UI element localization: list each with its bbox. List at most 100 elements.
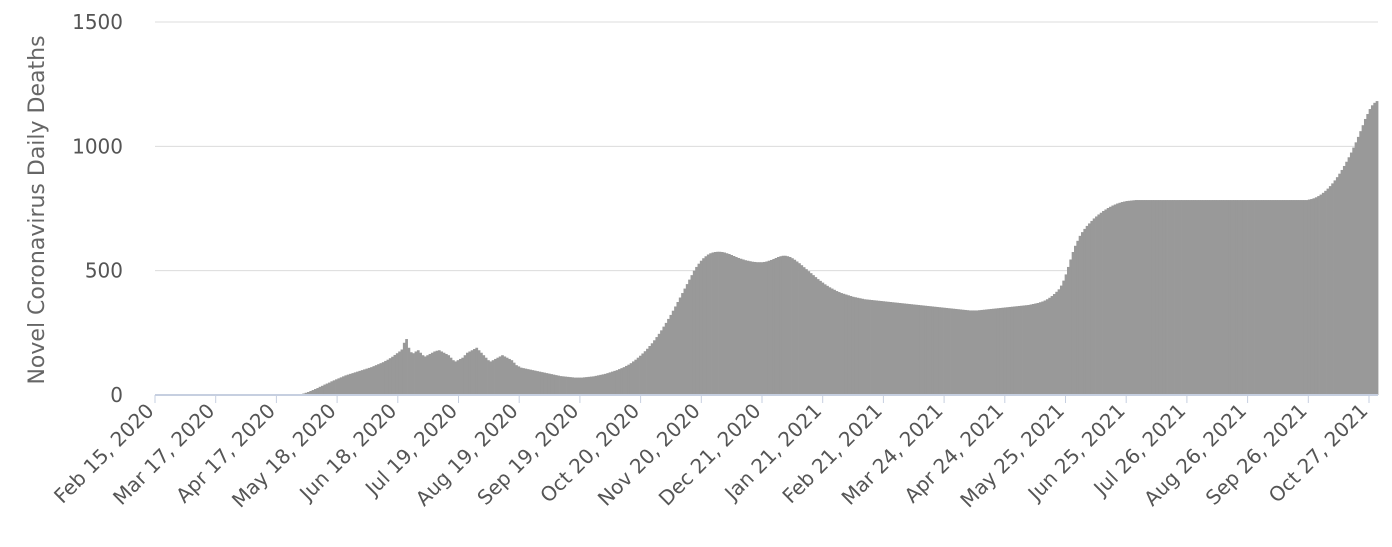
bar xyxy=(1345,161,1348,395)
bar xyxy=(589,376,593,395)
bar xyxy=(739,258,743,395)
bar xyxy=(444,353,448,395)
bar xyxy=(538,371,542,395)
bar xyxy=(762,261,766,395)
bar xyxy=(774,257,778,395)
bar xyxy=(1338,173,1341,395)
bar xyxy=(711,252,715,395)
bar xyxy=(1148,200,1152,395)
bar xyxy=(407,347,411,395)
bar xyxy=(1165,200,1168,395)
bar xyxy=(781,255,785,395)
bar xyxy=(1218,200,1222,395)
bar xyxy=(1240,200,1243,395)
bar xyxy=(557,375,560,395)
bar xyxy=(1233,200,1236,395)
bar xyxy=(879,301,883,395)
bar xyxy=(328,382,331,395)
bar xyxy=(959,309,963,395)
bar xyxy=(559,376,563,395)
bar xyxy=(1050,296,1054,395)
bar xyxy=(1207,200,1211,395)
bar xyxy=(999,307,1002,395)
bar xyxy=(875,300,878,395)
bar xyxy=(1370,105,1374,396)
bar xyxy=(610,371,614,395)
bar xyxy=(945,307,949,395)
bar xyxy=(772,258,776,395)
bar xyxy=(924,305,928,395)
bar xyxy=(603,373,607,395)
bar xyxy=(587,376,591,395)
bar xyxy=(957,309,960,395)
bar xyxy=(1043,300,1047,395)
bar xyxy=(900,303,904,395)
y-tick-labels: 0 500 1000 1500 xyxy=(72,10,123,407)
bar xyxy=(1092,218,1096,395)
bar xyxy=(882,301,885,395)
bar xyxy=(409,352,413,395)
bar xyxy=(1057,289,1061,395)
bar xyxy=(489,361,493,395)
bar xyxy=(1095,216,1098,395)
bar xyxy=(765,261,769,395)
bar xyxy=(1279,200,1283,395)
bar xyxy=(1328,186,1332,395)
bar xyxy=(613,370,617,395)
bar xyxy=(615,370,619,395)
bar xyxy=(1144,200,1147,395)
bar xyxy=(936,306,939,395)
bar xyxy=(1354,142,1358,395)
bar xyxy=(1326,188,1330,395)
bar xyxy=(1113,204,1117,395)
bar xyxy=(1291,200,1295,395)
bar xyxy=(1083,228,1087,395)
bar xyxy=(1172,200,1175,395)
bar xyxy=(737,257,741,395)
bar xyxy=(1223,200,1227,395)
bar xyxy=(1221,200,1225,395)
bar xyxy=(1209,200,1213,395)
bar xyxy=(1324,190,1327,395)
bar xyxy=(692,270,696,395)
bar xyxy=(1226,200,1229,395)
bar xyxy=(461,357,465,395)
bar xyxy=(807,271,811,395)
bar xyxy=(1265,200,1269,395)
bar xyxy=(1289,200,1292,395)
bar xyxy=(975,310,979,395)
bar xyxy=(842,293,846,395)
bar xyxy=(788,256,792,395)
bar xyxy=(311,390,315,395)
bar xyxy=(1045,299,1049,395)
bar xyxy=(1254,200,1257,395)
bar xyxy=(891,302,895,395)
bar xyxy=(1247,200,1250,395)
bar xyxy=(426,355,429,395)
bar xyxy=(466,352,469,395)
bar xyxy=(713,252,717,395)
bar xyxy=(940,307,944,395)
bar xyxy=(491,360,495,395)
bar xyxy=(1275,200,1278,395)
bar xyxy=(856,297,860,395)
bar xyxy=(662,326,666,395)
bar xyxy=(522,368,525,395)
bar xyxy=(1237,200,1241,395)
bar xyxy=(381,362,385,395)
bar xyxy=(346,374,350,395)
bar xyxy=(627,364,631,395)
bar xyxy=(1071,252,1075,395)
bar xyxy=(1242,200,1246,395)
bar xyxy=(1263,200,1267,395)
bar xyxy=(456,360,460,395)
bar xyxy=(550,374,553,395)
bar xyxy=(1102,210,1105,395)
bar xyxy=(400,349,404,395)
bar xyxy=(599,374,603,395)
bar xyxy=(1062,280,1066,395)
bar xyxy=(480,352,483,395)
bar xyxy=(533,370,537,395)
bar xyxy=(370,367,373,395)
